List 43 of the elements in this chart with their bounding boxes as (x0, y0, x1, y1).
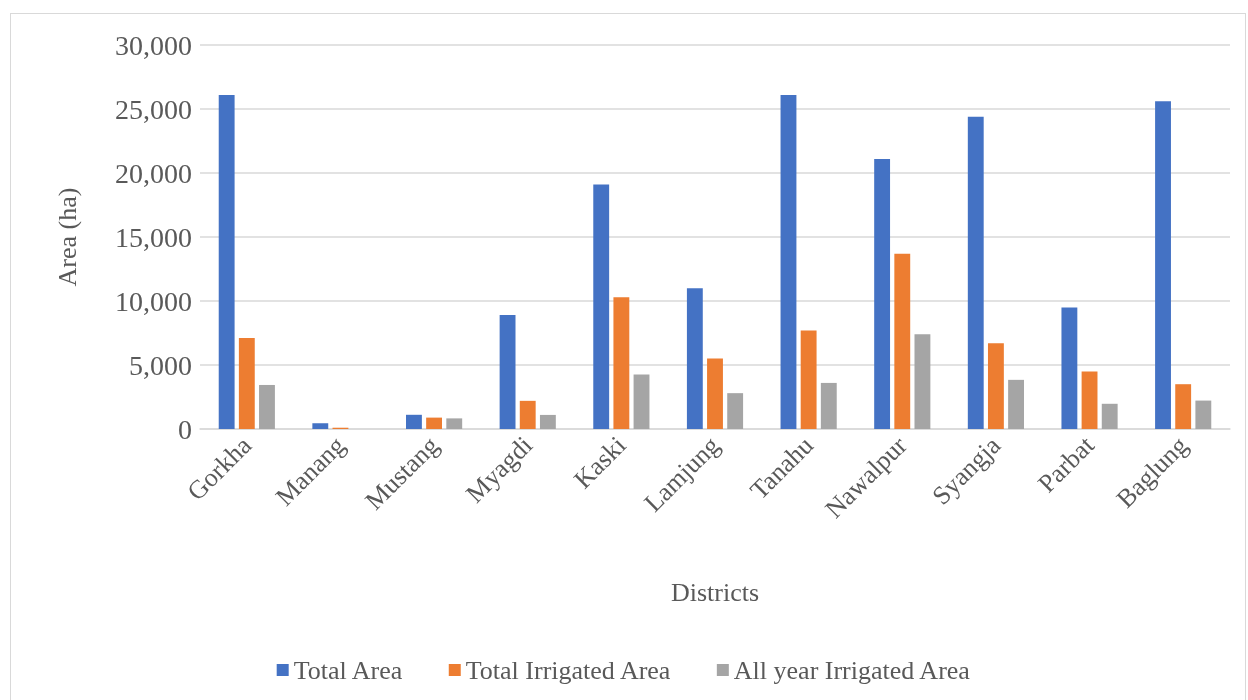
bar (914, 334, 931, 429)
x-axis-title: Districts (670, 577, 760, 607)
bar (1081, 371, 1098, 429)
y-tick-label: 5,000 (129, 349, 192, 381)
bar (633, 374, 650, 429)
y-tick-label: 25,000 (115, 93, 192, 125)
bar (987, 343, 1004, 429)
bar (238, 338, 255, 429)
bar (218, 94, 235, 429)
legend-label: Total Area (293, 655, 403, 685)
legend-label: All year Irrigated Area (733, 655, 971, 685)
bar (446, 418, 463, 429)
y-tick-label: 10,000 (115, 285, 192, 317)
bar (1008, 379, 1024, 429)
y-tick-label: 15,000 (115, 221, 192, 253)
y-tick-label: 0 (178, 413, 192, 445)
bar (1061, 307, 1078, 429)
bar (1195, 400, 1212, 429)
y-axis-title: Area (ha) (52, 187, 82, 287)
bar (613, 297, 630, 429)
bar (426, 417, 443, 429)
bar (727, 393, 744, 429)
bar (1101, 403, 1118, 429)
bar (800, 330, 817, 429)
bar (780, 94, 797, 429)
bar (874, 158, 891, 429)
bar (1155, 101, 1171, 429)
bar (707, 358, 723, 429)
bar (312, 423, 329, 429)
y-tick-label: 20,000 (115, 157, 192, 189)
bar (259, 384, 275, 429)
bar (519, 400, 536, 429)
bar (499, 315, 516, 429)
bar (686, 288, 703, 429)
bar (406, 414, 422, 429)
bar (1175, 384, 1192, 429)
y-tick-label: 30,000 (115, 29, 192, 61)
bar (539, 414, 556, 429)
bar (967, 116, 984, 429)
legend-label: Total Irrigated Area (465, 655, 671, 685)
bar (820, 382, 837, 429)
bar (894, 253, 911, 429)
bar (593, 184, 610, 429)
